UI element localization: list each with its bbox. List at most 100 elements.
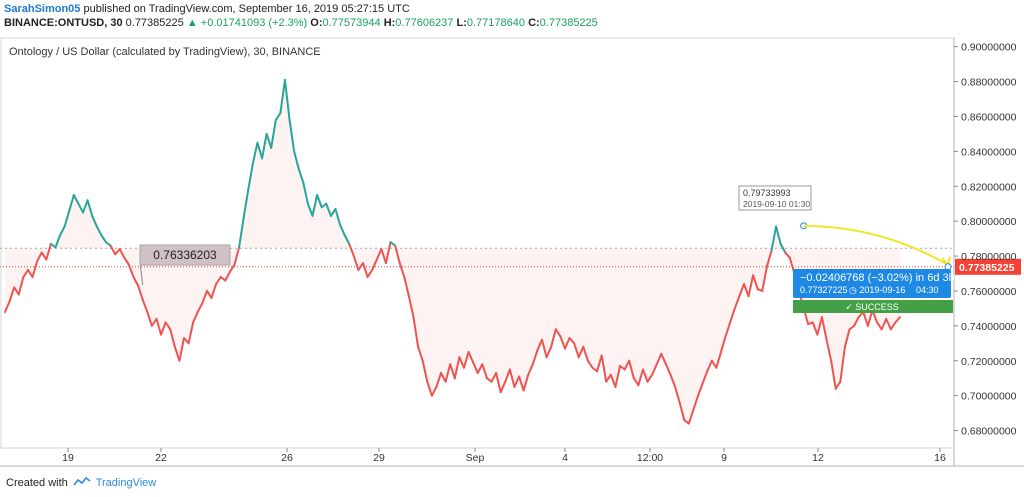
price-point bbox=[119, 248, 121, 250]
close-label: C: bbox=[528, 17, 540, 29]
high-value: 0.77606237 bbox=[395, 17, 454, 29]
price-line-segment bbox=[554, 328, 562, 338]
price-line-segment bbox=[651, 363, 658, 376]
price-line-segment bbox=[775, 225, 782, 245]
price-line-segment bbox=[316, 194, 323, 209]
price-point bbox=[702, 382, 704, 385]
price-line-segment bbox=[724, 321, 732, 338]
price-point bbox=[201, 302, 203, 304]
price-point bbox=[435, 386, 438, 388]
price-line-segment bbox=[210, 283, 218, 299]
price-line-segment bbox=[706, 359, 713, 373]
price-point bbox=[100, 234, 102, 236]
price-line-segment bbox=[91, 214, 98, 228]
price-point bbox=[513, 386, 516, 388]
price-line-segment bbox=[274, 112, 282, 121]
price-point bbox=[715, 367, 718, 369]
price-point bbox=[31, 276, 34, 278]
price-line-segment bbox=[885, 317, 892, 331]
price-line-segment bbox=[352, 255, 360, 272]
price-line-segment bbox=[256, 141, 264, 160]
price-point bbox=[463, 367, 465, 369]
price-line-segment bbox=[426, 380, 433, 397]
price-point bbox=[353, 255, 355, 257]
price-line-segment bbox=[283, 78, 291, 121]
price-point bbox=[752, 274, 754, 276]
price-point bbox=[288, 119, 291, 121]
success-bar bbox=[793, 300, 953, 313]
price-point bbox=[132, 276, 135, 278]
y-tick-label: 0.78000000 bbox=[961, 251, 1017, 263]
price-point bbox=[137, 285, 139, 287]
high-marker-value: 0.79733993 bbox=[743, 188, 791, 198]
projection-time: 04:30 bbox=[916, 285, 939, 295]
footer: Created with TradingView bbox=[6, 476, 156, 489]
price-point bbox=[109, 245, 112, 247]
price-point bbox=[619, 365, 621, 367]
price-point bbox=[13, 286, 15, 289]
chart-title: Ontology / US Dollar (calculated by Trad… bbox=[9, 46, 321, 58]
price-line-segment bbox=[417, 345, 424, 362]
price-point bbox=[734, 307, 736, 310]
price-line-segment bbox=[518, 375, 525, 392]
price-line-segment bbox=[600, 354, 608, 383]
price-line-segment bbox=[623, 359, 631, 371]
price-point bbox=[422, 360, 424, 362]
price-line-segment bbox=[118, 248, 126, 259]
marker-connector bbox=[139, 261, 144, 286]
price-point bbox=[114, 253, 116, 255]
price-line-segment bbox=[444, 363, 452, 383]
price-line-segment bbox=[40, 251, 48, 261]
price-point bbox=[206, 290, 208, 292]
price-line-segment bbox=[687, 408, 695, 425]
price-line-segment bbox=[715, 351, 722, 369]
low-label: L: bbox=[456, 17, 467, 29]
x-tick-label: 4 bbox=[562, 452, 568, 464]
price-point bbox=[555, 328, 557, 330]
price-line-segment bbox=[596, 354, 603, 373]
price-line-segment bbox=[86, 199, 94, 217]
price-point bbox=[848, 328, 851, 330]
price-point bbox=[339, 224, 341, 226]
price-line-segment bbox=[288, 119, 296, 153]
close-value: 0.77385225 bbox=[539, 17, 598, 29]
price-point bbox=[385, 262, 387, 264]
price-point bbox=[197, 311, 199, 313]
price-point bbox=[711, 360, 713, 362]
price-point bbox=[568, 337, 571, 339]
tradingview-link[interactable]: TradingView bbox=[95, 477, 157, 489]
projection-box bbox=[793, 269, 951, 298]
price-point bbox=[894, 321, 897, 323]
price-line-segment bbox=[729, 307, 736, 324]
price-line-segment bbox=[196, 302, 204, 313]
price-point bbox=[624, 368, 626, 371]
price-line-segment bbox=[582, 345, 589, 362]
author-link[interactable]: SarahSimon05 bbox=[4, 3, 81, 15]
price-point bbox=[821, 316, 823, 318]
price-point bbox=[27, 269, 29, 271]
price-line-segment bbox=[816, 316, 823, 336]
price-point bbox=[591, 367, 594, 369]
price-point bbox=[518, 375, 520, 378]
price-point bbox=[311, 215, 314, 217]
price-point bbox=[807, 323, 809, 325]
price-line-segment bbox=[339, 223, 346, 237]
y-tick-label: 0.80000000 bbox=[961, 216, 1017, 228]
price-line-segment bbox=[146, 310, 153, 327]
price-line-segment bbox=[407, 295, 415, 319]
price-line-segment bbox=[733, 295, 741, 310]
price-line-segment bbox=[641, 368, 649, 383]
price-line-segment bbox=[228, 263, 236, 273]
price-point bbox=[160, 333, 162, 336]
price-point bbox=[45, 258, 47, 261]
price-line-segment bbox=[137, 284, 144, 301]
projection-endpoint bbox=[944, 263, 952, 271]
price-point bbox=[835, 388, 837, 390]
price-point bbox=[348, 243, 350, 245]
price-line-segment bbox=[550, 328, 557, 348]
price-point bbox=[325, 203, 327, 205]
price-line-segment bbox=[59, 225, 66, 237]
price-point bbox=[867, 325, 869, 327]
price-line-segment bbox=[54, 234, 62, 249]
